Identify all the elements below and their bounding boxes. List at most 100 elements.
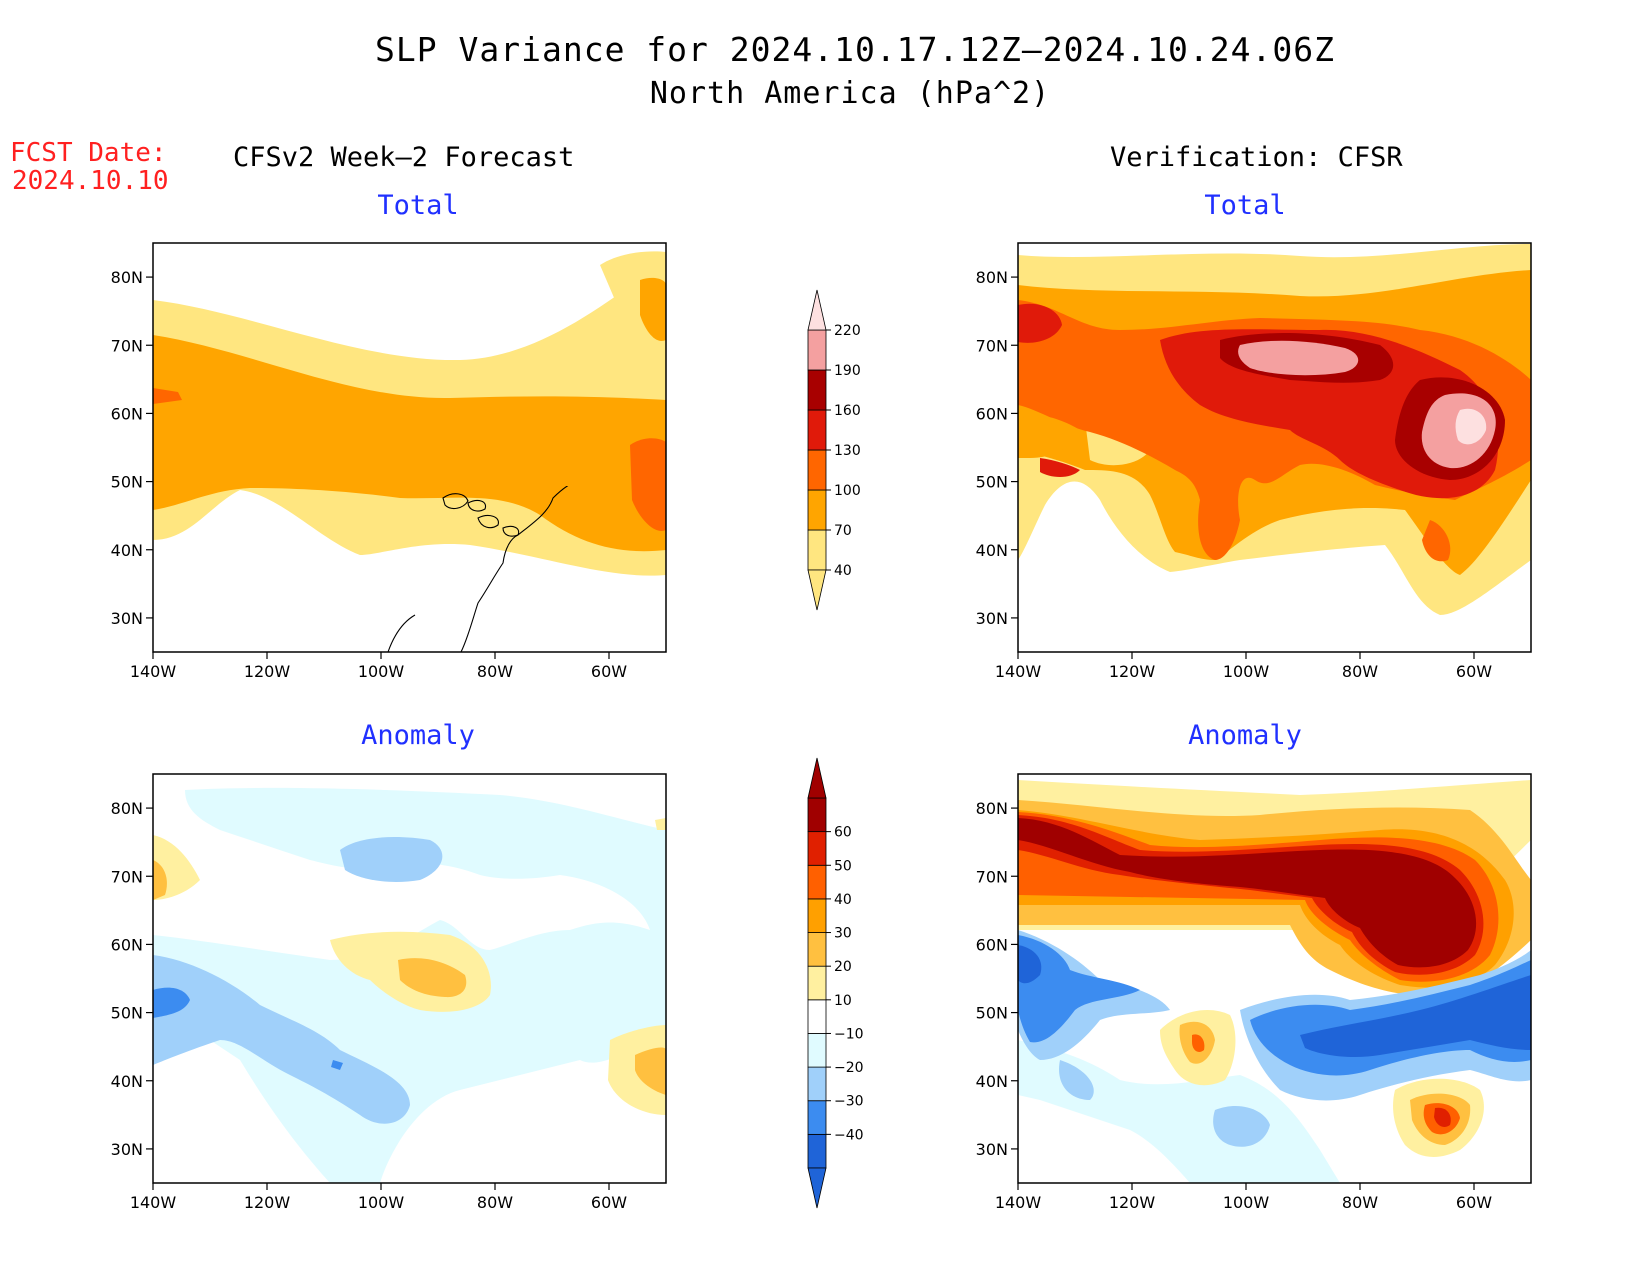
- lat-tick-label: 40N: [111, 541, 143, 560]
- colorbar-swatch: [807, 831, 827, 866]
- lat-tick-label: 30N: [976, 609, 1008, 628]
- colorbar-swatch: [807, 932, 827, 967]
- coastline-0: [387, 486, 569, 653]
- lon-tick-label: 140W: [130, 1193, 177, 1212]
- colorbar-label: 20: [834, 959, 852, 975]
- column-title-verification: Verification: CFSR: [1110, 142, 1403, 173]
- colorbar-top-arrow: [807, 289, 827, 331]
- lon-tick-label: 140W: [995, 662, 1042, 681]
- panel-subtitle-verif-anomaly: Anomaly: [1188, 720, 1302, 751]
- colorbar-label: 40: [834, 892, 852, 908]
- lat-tick-label: 40N: [976, 541, 1008, 560]
- panel-subtitle-fcst-total: Total: [377, 190, 459, 221]
- colorbar-swatch: [807, 898, 827, 933]
- lon-tick-label: 120W: [1109, 1193, 1156, 1212]
- colorbar-bottom-arrow: [807, 569, 827, 611]
- map-panel-fcst-anomaly: [153, 774, 666, 1183]
- lat-tick-label: 60N: [111, 935, 143, 954]
- colorbar-swatch: [807, 409, 827, 451]
- colorbar-swatch: [807, 1100, 827, 1135]
- panel-frame-0: [152, 242, 667, 653]
- lon-tick-label: 140W: [130, 662, 177, 681]
- colorbar-swatch: [807, 797, 827, 833]
- lon-tick-label: 120W: [1109, 662, 1156, 681]
- colorbar-swatch: [807, 999, 827, 1034]
- lon-tick-label: 60W: [1456, 1193, 1492, 1212]
- map-overlay-1: 30N 40N 50N 60N 70N 80N 140W 120W 100W 80W 60W: [976, 242, 1532, 681]
- lon-tick-label: 80W: [477, 1193, 513, 1212]
- lon-tick-label: 60W: [591, 1193, 627, 1212]
- lat-tick-label: 30N: [111, 609, 143, 628]
- lat-tick-label: 50N: [976, 1004, 1008, 1023]
- map-panel-verif-anomaly: [1018, 774, 1531, 1183]
- colorbar-swatch: [807, 529, 827, 571]
- colorbar-swatch: [807, 369, 827, 411]
- lon-tick-label: 80W: [477, 662, 513, 681]
- colorbar-total: 40 70 100 130 160 190 220: [807, 289, 861, 611]
- colorbar-swatch: [807, 489, 827, 531]
- lat-tick-label: 30N: [976, 1140, 1008, 1159]
- lon-tick-label: 60W: [591, 662, 627, 681]
- colorbar-label: 40: [834, 563, 852, 579]
- colorbar-swatch: [807, 1033, 827, 1068]
- lon-tick-label: 80W: [1342, 1193, 1378, 1212]
- lat-tick-label: 80N: [111, 268, 143, 287]
- colorbar-label: 220: [834, 323, 861, 339]
- colorbar-label: 160: [834, 403, 861, 419]
- lat-tick-label: 30N: [111, 1140, 143, 1159]
- colorbar-swatch: [807, 965, 827, 1001]
- chart-title: SLP Variance for 2024.10.17.12Z–2024.10.…: [375, 30, 1335, 69]
- map-overlay-3: 30N 40N 50N 60N 70N 80N 140W 120W 100W 80W 60W: [976, 773, 1532, 1212]
- colorbar-label: 30: [834, 926, 852, 942]
- lat-tick-label: 70N: [976, 867, 1008, 886]
- lon-tick-label: 100W: [358, 662, 405, 681]
- forecast-date-value: 2024.10.10: [12, 166, 169, 196]
- panel-frame-3: [1017, 773, 1532, 1184]
- lat-tick-label: 80N: [111, 799, 143, 818]
- colorbar-swatch: [807, 1066, 827, 1102]
- lon-tick-label: 100W: [358, 1193, 405, 1212]
- map-panel-verif-total: [1018, 243, 1531, 652]
- lat-tick-label: 70N: [111, 867, 143, 886]
- lat-tick-label: 60N: [976, 935, 1008, 954]
- lon-tick-label: 100W: [1223, 662, 1270, 681]
- colorbar-label: −30: [834, 1094, 864, 1110]
- colorbar-label: 130: [834, 443, 861, 459]
- lon-tick-label: 60W: [1456, 662, 1492, 681]
- lon-tick-label: 100W: [1223, 1193, 1270, 1212]
- colorbar-label: 190: [834, 363, 861, 379]
- panel-subtitle-verif-total: Total: [1204, 190, 1286, 221]
- lat-tick-label: 50N: [111, 1004, 143, 1023]
- panel-frame-2: [152, 773, 667, 1184]
- lat-tick-label: 70N: [976, 336, 1008, 355]
- lat-tick-label: 60N: [976, 404, 1008, 423]
- lat-tick-label: 40N: [976, 1072, 1008, 1091]
- colorbar-label: 60: [834, 825, 852, 841]
- colorbar-swatch: [807, 449, 827, 491]
- colorbar-label: −40: [834, 1127, 864, 1143]
- colorbar-bottom-arrow: [807, 1167, 827, 1209]
- colorbar-label: −20: [834, 1060, 864, 1076]
- lat-tick-label: 60N: [111, 404, 143, 423]
- colorbar-top-arrow: [807, 757, 827, 799]
- colorbar-anomaly: −40 −30 −20 −10 10 20 30 40 50 60: [807, 757, 864, 1209]
- lat-tick-label: 40N: [111, 1072, 143, 1091]
- lon-tick-label: 140W: [995, 1193, 1042, 1212]
- forecast-date-label: FCST Date:: [10, 138, 167, 168]
- lat-tick-label: 80N: [976, 268, 1008, 287]
- colorbar-swatch: [807, 864, 827, 900]
- panel-subtitle-fcst-anomaly: Anomaly: [361, 720, 475, 751]
- colorbar-swatch: [807, 329, 827, 371]
- lat-tick-label: 70N: [111, 336, 143, 355]
- map-overlay-0: 30N 40N 50N 60N 70N 80N 140W 120W 100W 80W 60W: [111, 242, 667, 681]
- map-panel-fcst-total: [153, 243, 666, 652]
- chart-subtitle: North America (hPa^2): [649, 76, 1051, 111]
- lon-tick-label: 80W: [1342, 662, 1378, 681]
- colorbar-label: 50: [834, 858, 852, 874]
- panel-frame-1: [1017, 242, 1532, 653]
- lon-tick-label: 120W: [244, 1193, 291, 1212]
- lat-tick-label: 80N: [976, 799, 1008, 818]
- lat-tick-label: 50N: [976, 473, 1008, 492]
- colorbar-label: 10: [834, 993, 852, 1009]
